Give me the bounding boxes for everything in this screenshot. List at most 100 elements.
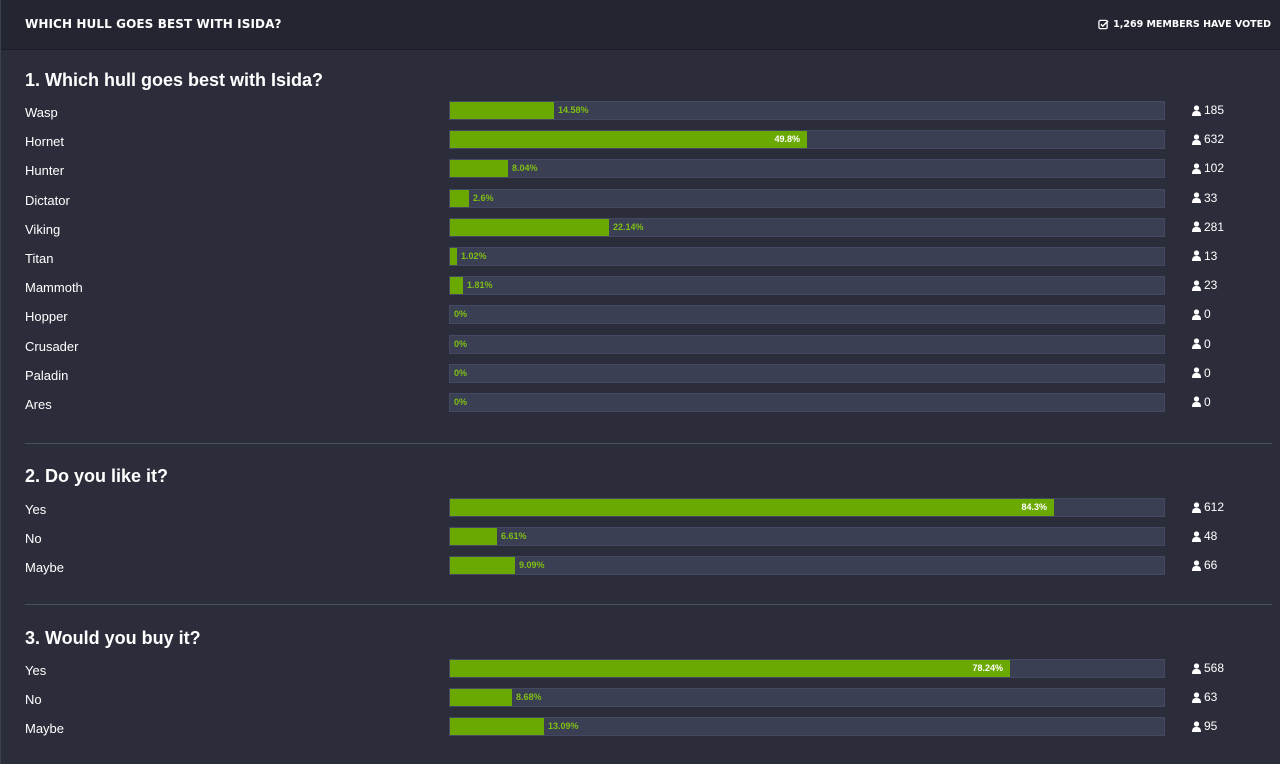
question-2: 2. Do you like it? Yes 84.3% 612 No 6.61% 48 M… <box>25 444 1272 605</box>
vote-count: 0 <box>1192 395 1211 409</box>
result-bar-fill <box>450 218 609 236</box>
question-3: 3. Would you buy it? Yes 78.24% 568 No 8.68%… <box>25 605 1272 764</box>
result-percent: 9.09% <box>519 560 545 571</box>
poll-choice-row: No 8.68% 63 <box>25 688 1272 717</box>
result-percent: 8.68% <box>516 692 542 703</box>
result-bar-fill <box>450 189 469 207</box>
user-icon <box>1192 192 1201 204</box>
vote-count: 632 <box>1192 132 1224 146</box>
choice-label: Wasp <box>25 105 58 120</box>
choice-label: Titan <box>25 250 54 266</box>
result-percent: 13.09% <box>548 721 579 732</box>
result-bar: 22.14% <box>449 217 1165 237</box>
vote-count: 23 <box>1192 278 1217 292</box>
user-icon <box>1192 396 1201 408</box>
choice-label: Maybe <box>25 721 65 737</box>
user-icon <box>1192 560 1201 571</box>
choice-label: No <box>25 531 42 547</box>
result-bar: 9.09% <box>449 556 1165 576</box>
poll-choice-row: No 6.61% 48 <box>25 527 1272 556</box>
vote-count-number: 185 <box>1204 103 1225 117</box>
vote-count: 0 <box>1192 337 1211 351</box>
result-bar-fill <box>450 557 515 575</box>
result-percent: 8.04% <box>512 163 538 174</box>
result-percent: 2.6% <box>473 192 494 203</box>
question-1: 1. Which hull goes best with Isida? Wasp… <box>25 50 1272 444</box>
vote-count-number: 0 <box>1204 365 1211 380</box>
result-bar: 8.68% <box>449 688 1165 708</box>
result-bar: 84.3% <box>449 498 1165 517</box>
result-bar: 1.81% <box>449 276 1165 296</box>
result-percent: 0% <box>454 396 468 407</box>
vote-count: 63 <box>1192 690 1217 704</box>
result-bar-fill <box>450 277 463 295</box>
result-percent: 6.61% <box>501 531 527 542</box>
result-bar: 6.61% <box>449 527 1165 547</box>
check-square-icon <box>1098 19 1109 30</box>
result-percent: 14.58% <box>558 105 589 115</box>
vote-count-number: 102 <box>1204 161 1225 176</box>
vote-count: 33 <box>1192 191 1217 205</box>
choice-label: Yes <box>25 663 47 678</box>
vote-count-number: 281 <box>1204 219 1225 234</box>
result-bar: 1.02% <box>449 246 1165 266</box>
poll-choice-row: Viking 22.14% 281 <box>25 217 1272 247</box>
user-icon <box>1192 662 1201 674</box>
voted-status: 1,269 MEMBERS HAVE VOTED <box>1098 19 1271 30</box>
vote-count: 13 <box>1192 249 1217 263</box>
vote-count-number: 13 <box>1204 248 1218 263</box>
result-bar-fill <box>450 499 1054 516</box>
result-bar-fill <box>450 131 807 149</box>
result-bar-fill <box>450 102 554 119</box>
choice-label: Ares <box>25 396 52 412</box>
voted-count-text: 1,269 MEMBERS HAVE VOTED <box>1113 19 1271 30</box>
vote-count: 66 <box>1192 558 1217 572</box>
vote-count-number: 568 <box>1204 661 1225 675</box>
choice-label: No <box>25 692 42 708</box>
result-percent: 1.81% <box>467 280 493 291</box>
vote-count-number: 632 <box>1204 132 1225 147</box>
vote-count-number: 0 <box>1204 307 1211 322</box>
choice-label: Crusader <box>25 338 79 354</box>
poll-choice-row: Maybe 13.09% 95 <box>25 717 1272 746</box>
result-bar-fill <box>450 718 544 736</box>
poll-header: WHICH HULL GOES BEST WITH ISIDA? 1,269 M… <box>1 0 1280 50</box>
result-bar: 2.6% <box>449 188 1165 208</box>
choice-label: Hopper <box>25 309 68 325</box>
vote-count: 0 <box>1192 366 1211 380</box>
result-percent: 0% <box>454 309 468 320</box>
result-bar: 0% <box>449 363 1165 383</box>
user-icon <box>1192 721 1201 732</box>
poll-choice-row: Crusader 0% 0 <box>25 334 1272 364</box>
choice-label: Yes <box>25 502 47 517</box>
user-icon <box>1192 250 1201 262</box>
poll-choice-row: Wasp 14.58% 185 <box>25 101 1272 130</box>
vote-count-number: 0 <box>1204 336 1211 351</box>
result-percent: 1.02% <box>461 250 487 261</box>
result-bar: 0% <box>449 392 1165 412</box>
choice-label: Hornet <box>25 134 65 150</box>
vote-count-number: 48 <box>1204 529 1218 544</box>
result-percent: 0% <box>454 367 468 378</box>
result-bar: 13.09% <box>449 717 1165 737</box>
vote-count: 281 <box>1192 220 1224 234</box>
result-percent: 22.14% <box>613 221 644 232</box>
result-bar: 49.8% <box>449 130 1165 150</box>
poll-choice-row: Hopper 0% 0 <box>25 305 1272 334</box>
result-bar: 14.58% <box>449 101 1165 120</box>
user-icon <box>1192 104 1201 116</box>
choice-label: Mammoth <box>25 280 83 296</box>
poll-choice-row: Titan 1.02% 13 <box>25 246 1272 276</box>
poll-choice-row: Yes 78.24% 568 <box>25 659 1272 688</box>
vote-count-number: 0 <box>1204 394 1211 409</box>
poll-choice-row: Paladin 0% 0 <box>25 363 1272 393</box>
vote-count: 102 <box>1192 161 1224 175</box>
choice-label: Viking <box>25 221 61 237</box>
poll-choice-row: Dictator 2.6% 33 <box>25 188 1272 218</box>
user-icon <box>1192 531 1201 542</box>
choice-label: Dictator <box>25 192 70 208</box>
user-icon <box>1192 134 1201 145</box>
vote-count-number: 612 <box>1204 500 1225 514</box>
result-percent: 0% <box>454 338 468 349</box>
